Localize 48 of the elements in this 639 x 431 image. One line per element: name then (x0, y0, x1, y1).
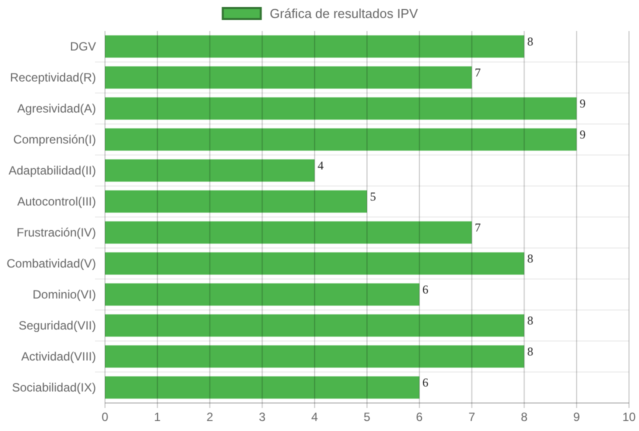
bar (105, 128, 577, 151)
bar (105, 252, 524, 275)
x-tick-label: 6 (416, 410, 424, 424)
data-label: 9 (580, 127, 586, 142)
x-tick-label: 0 (102, 410, 109, 424)
bar (105, 66, 472, 89)
y-tick-label: Actividad(VIII) (21, 350, 96, 364)
y-tick-label: Autocontrol(III) (17, 194, 96, 208)
x-tick-label: 9 (573, 410, 580, 424)
series-label: Gráfica de resultados IPV (270, 6, 418, 21)
y-tick-label: Seguridad(VII) (18, 318, 96, 332)
y-tick-label: Frustración(IV) (16, 226, 96, 240)
bar (105, 35, 524, 58)
data-label: 4 (318, 158, 324, 172)
data-label: 9 (580, 96, 586, 110)
data-label: 7 (474, 220, 481, 234)
x-tick-label: 5 (364, 410, 371, 424)
bar (105, 190, 367, 213)
data-label: 5 (370, 189, 376, 204)
bar (105, 97, 577, 120)
bar (105, 159, 315, 182)
y-tick-label: DGV (70, 40, 96, 54)
data-label: 8 (527, 251, 534, 266)
x-tick-label: 8 (520, 410, 528, 424)
y-tick-label: Comprensión(I) (13, 132, 96, 146)
data-label: 7 (474, 65, 481, 80)
bar (105, 376, 420, 399)
bar (105, 283, 420, 306)
x-tick-label: 10 (622, 410, 636, 424)
x-tick-label: 4 (311, 410, 318, 424)
x-tick-label: 2 (206, 410, 214, 424)
y-tick-label: Adaptabilidad(II) (8, 164, 96, 178)
bar (105, 221, 472, 244)
y-tick-label: Combatividad(V) (6, 256, 96, 270)
y-tick-label: Sociabilidad(IX) (12, 380, 96, 394)
data-label: 6 (422, 282, 428, 296)
data-label: 8 (527, 344, 534, 358)
bar (105, 314, 524, 337)
data-label: 8 (527, 313, 534, 328)
y-tick-label: Receptividad(R) (10, 70, 96, 84)
data-label: 8 (527, 34, 534, 48)
y-tick-label: Agresividad(A) (17, 102, 96, 116)
y-tick-label: Dominio(VI) (32, 288, 96, 302)
x-tick-label: 7 (468, 410, 476, 424)
x-tick-label: 1 (154, 410, 162, 424)
bar (105, 345, 524, 368)
data-label: 6 (422, 375, 428, 390)
x-tick-label: 3 (258, 410, 266, 424)
